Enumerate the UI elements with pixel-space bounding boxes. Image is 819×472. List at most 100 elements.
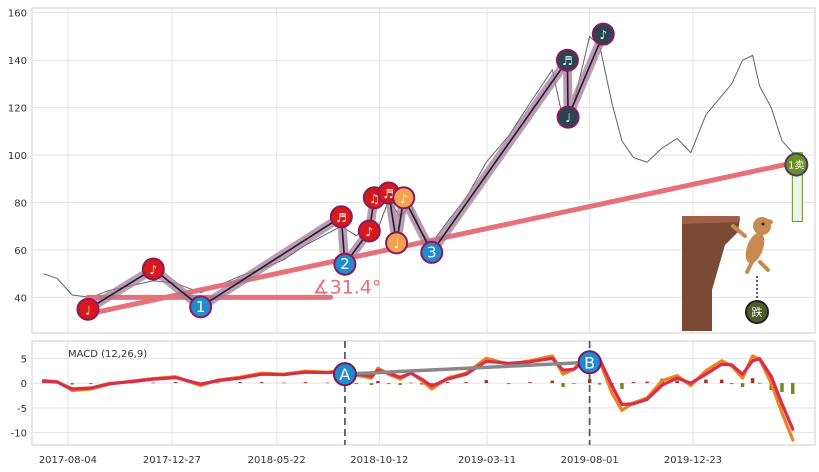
- x-tick-label: 2019-12-23: [664, 455, 722, 466]
- signal-line: [41, 354, 795, 431]
- price-y-tick-label: 140: [8, 56, 27, 67]
- macd-histogram-bar: [757, 383, 762, 384]
- wave-marker: [420, 240, 444, 264]
- dog-leg: [745, 260, 754, 274]
- macd-histogram-bar: [445, 382, 450, 384]
- price-y-tick-label: 80: [14, 199, 27, 210]
- macd-y-tick-label: -5: [17, 404, 27, 415]
- price-y-tick-label: 40: [14, 293, 27, 304]
- macd-histogram-bar: [572, 383, 576, 384]
- macd-histogram-bar: [631, 382, 636, 384]
- wave-note-glyph: ♫: [369, 192, 380, 206]
- macd-histogram-bar: [216, 382, 220, 384]
- wave-note-glyph: ♪: [365, 225, 373, 239]
- dog-arm: [731, 224, 747, 238]
- wave-marker: [556, 105, 580, 129]
- price-y-tick-label: 60: [14, 246, 27, 257]
- divergence-line: [344, 360, 590, 376]
- macd-histogram-bar: [620, 383, 624, 390]
- macd-panel: 5 0 -5 -10 MACD (12,26,9) A B: [11, 340, 816, 446]
- wave-marker: [385, 231, 409, 255]
- macd-histogram-bar: [550, 380, 555, 384]
- macd-y-tick-label: -10: [11, 429, 27, 440]
- wave-note-glyph: ♪: [400, 192, 408, 206]
- macd-histogram-bar: [484, 380, 489, 384]
- macd-histogram-bar: [719, 379, 724, 384]
- divergence-marker: [577, 350, 602, 375]
- wave-number-label: 3: [427, 243, 437, 261]
- dog-snout: [763, 219, 773, 225]
- wave-note-glyph: ♪: [149, 263, 157, 277]
- x-axis: 2017-08-04 2017-12-27 2018-05-22 2018-10-12…: [39, 455, 722, 466]
- wave-marker: [357, 219, 381, 243]
- divergence-label: B: [584, 353, 595, 372]
- macd-histogram-bar: [561, 383, 565, 388]
- wave-marker: [555, 48, 579, 72]
- wave-note-glyph: ♬: [562, 54, 573, 68]
- wave-marker: [189, 295, 213, 319]
- macd-histogram-bar: [597, 383, 602, 385]
- macd-histogram-bar: [238, 382, 242, 384]
- wave-marker: [392, 186, 416, 210]
- macd-histogram-bar: [398, 383, 402, 386]
- divergence-label: A: [339, 365, 350, 384]
- macd-y-tick-label: 5: [21, 354, 27, 365]
- price-y-tick-label: 160: [8, 9, 27, 20]
- sell-marker: [784, 152, 809, 177]
- x-tick-label: 2018-05-22: [248, 455, 306, 466]
- wave-marker: [329, 205, 353, 229]
- macd-histogram-bar: [464, 382, 468, 384]
- dog-body: [745, 232, 765, 264]
- price-y-tick-label: 120: [8, 104, 27, 115]
- x-tick-label: 2017-12-27: [143, 455, 201, 466]
- macd-histogram-bar: [173, 382, 178, 384]
- macd-histogram-bar: [303, 382, 308, 384]
- macd-histogram-bar: [704, 379, 708, 384]
- macd-histogram-bar: [369, 383, 374, 386]
- cliff: [682, 218, 740, 331]
- macd-y-tick-label: 0: [21, 379, 27, 390]
- cliff-top: [682, 216, 740, 224]
- price-y-tick-label: 100: [8, 151, 27, 162]
- macd-histogram-bar: [70, 383, 74, 385]
- macd-histogram-bar: [41, 382, 46, 384]
- macd-histogram-bar: [419, 383, 424, 385]
- x-tick-label: 2019-08-01: [561, 455, 619, 466]
- dog-leg: [758, 260, 770, 272]
- wave-marker: [333, 252, 357, 276]
- spring-label: 跌: [752, 305, 763, 319]
- macd-frame: [31, 340, 816, 446]
- wave-number-label: 2: [340, 255, 350, 273]
- sell-label: 1卖: [788, 160, 804, 172]
- wave-marker: [141, 257, 165, 281]
- angle-label: ∡31.4°: [313, 276, 382, 298]
- macd-histogram-bar: [750, 378, 755, 384]
- macd-histogram-bar: [282, 382, 286, 384]
- macd-histogram-bar: [259, 382, 264, 384]
- macd-histogram-bar: [386, 383, 391, 385]
- macd-histogram-bar: [645, 381, 649, 384]
- macd-histogram-bar: [740, 383, 745, 388]
- x-tick-label: 2018-10-12: [350, 455, 408, 466]
- wave-note-glyph: ♬: [336, 211, 347, 225]
- x-tick-label: 2017-08-04: [39, 455, 97, 466]
- wave-note-glyph: ♩: [394, 237, 400, 251]
- macd-histogram-bar: [325, 382, 330, 384]
- wave-marker: [591, 22, 615, 46]
- macd-histogram-bar: [675, 380, 679, 384]
- macd-title: MACD (12,26,9): [68, 349, 147, 360]
- wave-marker: [76, 297, 100, 321]
- wave-note-glyph: ♬: [383, 187, 394, 201]
- macd-histogram-bar: [587, 379, 592, 384]
- divergence-marker: [332, 362, 357, 387]
- macd-histogram-bar: [89, 383, 93, 385]
- x-tick-label: 2019-03-11: [458, 455, 516, 466]
- spring-marker: [745, 300, 769, 324]
- macd-histogram-bar: [791, 383, 795, 394]
- wave-note-glyph: ♩: [85, 303, 91, 317]
- macd-histogram-bar: [506, 383, 511, 385]
- macd-histogram-bar: [528, 382, 532, 384]
- macd-histogram-bar: [376, 381, 380, 384]
